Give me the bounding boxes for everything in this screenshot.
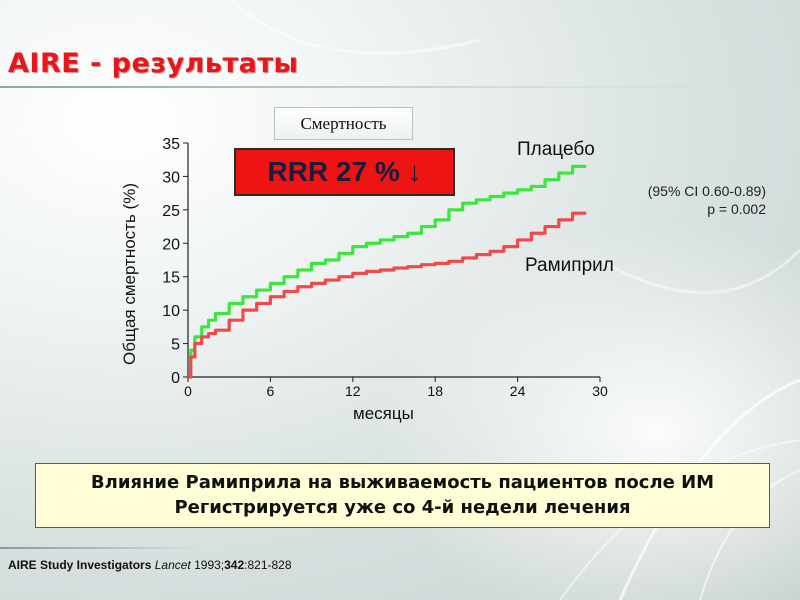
y-axis-label: Общая смертность (%) [120,183,139,365]
y-tick-label: 35 [162,136,180,153]
x-tick-label: 24 [510,383,526,399]
citation-journal: Lancet [154,558,191,572]
y-tick-label: 25 [162,203,180,220]
citation-pages: :821-828 [244,558,292,572]
confidence-interval: (95% CI 0.60-0.89) p = 0.002 [600,182,766,218]
x-tick-label: 0 [184,383,192,399]
citation-volume: 342 [224,558,245,572]
x-tick-label: 6 [267,383,275,399]
citation: AIRE Study Investigators Lancet 1993;342… [8,558,292,572]
y-tick-label: 30 [162,169,180,186]
footer-rule [0,547,200,549]
x-tick-label: 18 [427,383,443,399]
conclusion-box: Влияние Рамиприла на выживаемость пациен… [35,463,770,528]
rrr-box: RRR 27 % ↓ [234,148,455,196]
series-line-ramipril [188,211,587,379]
series-label-ramipril: Рамиприл [525,255,614,276]
title-rule [0,86,800,88]
slide-title: AIRE - результаты [8,48,299,79]
y-tick-label: 15 [162,270,180,287]
series-label-placebo: Плацебо [517,139,595,160]
x-axis-label: месяцы [353,404,414,423]
x-tick-label: 30 [592,383,608,399]
citation-year: 1993; [194,558,225,572]
y-tick-label: 0 [171,370,180,387]
conclusion-line-1: Влияние Рамиприла на выживаемость пациен… [90,472,715,493]
conclusion-line-2: Регистрируется уже со 4-й недели лечения [174,497,631,518]
citation-authors: AIRE Study Investigators [8,558,152,572]
x-tick-label: 12 [345,383,361,399]
series-line-placebo [188,164,587,379]
mortality-label-box: Смертность [274,107,413,140]
y-tick-label: 5 [171,337,180,354]
y-tick-label: 20 [162,236,180,253]
ci-text: (95% CI 0.60-0.89) [647,183,766,199]
y-tick-label: 10 [162,303,180,320]
p-value-text: p = 0.002 [707,201,766,217]
